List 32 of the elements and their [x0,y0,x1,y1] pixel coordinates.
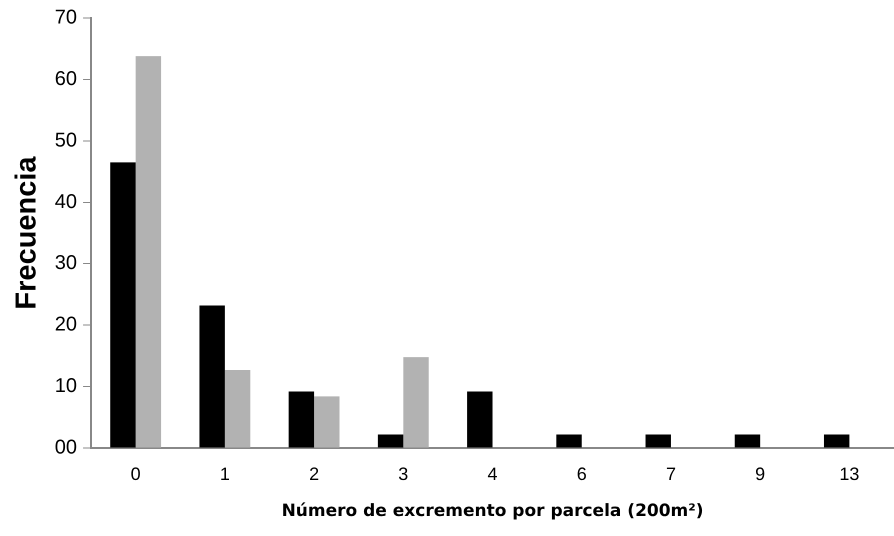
bar [824,434,850,448]
y-tick-label: 70 [54,6,78,29]
bar [403,357,429,448]
bar [314,396,340,448]
y-tick-label: 20 [54,314,78,336]
x-tick-label: 3 [398,464,408,484]
bar [136,56,162,448]
y-tick-label: 10 [54,375,78,398]
x-tick-label: 4 [488,464,498,484]
bar [199,305,225,448]
x-tick-label: 7 [666,464,676,484]
bar [110,162,136,448]
bar [467,391,493,448]
bar [646,434,671,448]
x-tick-label: 9 [755,464,766,484]
y-tick-label: 40 [54,190,78,213]
y-tick-label: 30 [54,252,78,274]
bar [734,434,760,448]
bar [288,391,314,448]
x-tick-label: 0 [130,464,141,484]
x-axis-title: Número de excremento por parcela (200m²) [282,501,704,522]
y-tick-label: 60 [54,68,78,90]
bar [556,434,582,448]
y-tick-label: 50 [54,129,78,152]
y-tick-label: 00 [54,436,78,459]
y-axis-title: Frecuencia [10,156,42,310]
x-tick-label: 2 [309,464,320,484]
x-tick-label: 13 [839,464,860,484]
bar [224,370,250,448]
x-tick-label: 1 [220,464,230,484]
bar [378,434,404,448]
x-tick-label: 6 [576,464,587,484]
